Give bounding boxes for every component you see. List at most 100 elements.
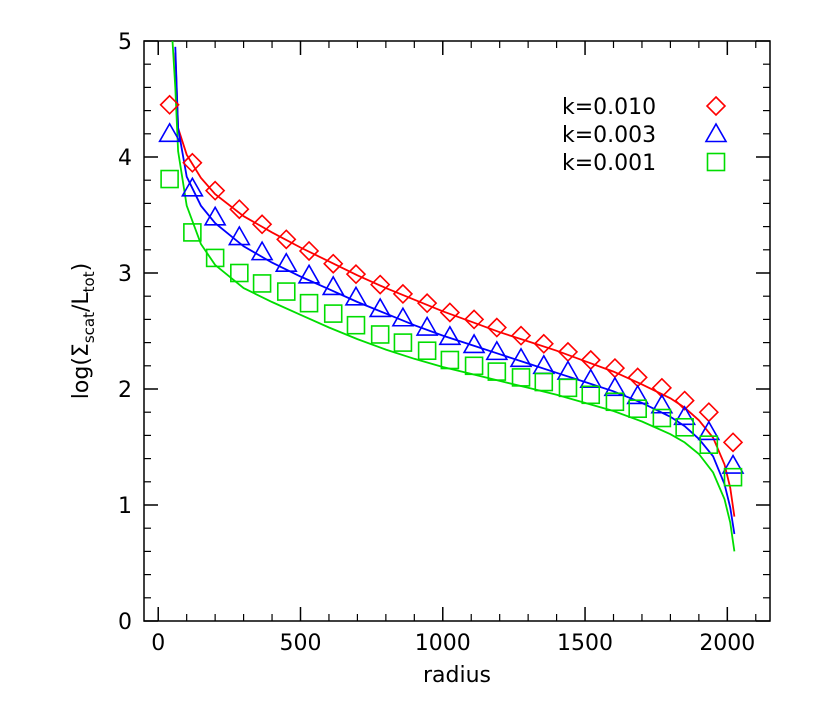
diamond-marker [722, 432, 744, 453]
y-axis-title-num-sub: scat [80, 312, 98, 343]
series-curve [174, 46, 736, 535]
triangle-marker [485, 340, 509, 361]
series-curve [171, 40, 736, 552]
square-marker [370, 325, 390, 344]
y-axis-title-suffix: ) [69, 263, 94, 272]
square-marker [464, 356, 484, 376]
triangle-marker [368, 297, 392, 318]
legend-label-k0010: k=0.010 [562, 95, 656, 120]
y-axis-title-den-sub: tot [80, 271, 98, 292]
triangle-marker [579, 368, 603, 389]
x-tick-label: 1500 [557, 631, 613, 656]
triangle-marker [250, 240, 274, 261]
triangle-marker [721, 453, 745, 474]
diamond-marker [159, 94, 180, 115]
plot-frame [143, 40, 771, 622]
square-marker [706, 152, 726, 172]
diamond-marker [439, 302, 461, 323]
diamond-marker [674, 390, 695, 411]
series-curves [171, 40, 736, 552]
triangle-marker [158, 122, 181, 143]
diamond-marker [698, 402, 719, 423]
x-tick-label: 1000 [415, 631, 471, 656]
square-marker [628, 399, 647, 419]
triangle-marker [603, 376, 627, 397]
triangle-marker [391, 306, 415, 327]
square-marker [160, 169, 179, 189]
triangle-marker [415, 315, 439, 336]
square-marker [723, 467, 743, 487]
square-marker [581, 385, 601, 405]
legend-markers [704, 95, 728, 172]
diamond-marker [323, 253, 344, 274]
square-marker [558, 378, 578, 398]
diamond-marker [705, 95, 727, 117]
square-marker [183, 223, 202, 242]
square-marker [205, 248, 225, 268]
legend: k=0.010 k=0.003 k=0.001 [562, 95, 728, 176]
diamond-marker [533, 333, 554, 354]
diamond-marker [627, 367, 648, 388]
y-axis-title-den: L [69, 292, 94, 305]
triangle-marker [274, 252, 298, 273]
square-marker [605, 392, 625, 412]
square-marker [675, 417, 694, 437]
diamond-marker [486, 317, 507, 338]
y-axis-title-prefix: log( [69, 357, 94, 399]
diamond-marker [370, 274, 391, 295]
diamond-marker [251, 214, 273, 235]
x-axis-title: radius [423, 663, 491, 688]
diamond-marker [298, 240, 320, 262]
axis-ticks [144, 40, 770, 622]
legend-label-k0003: k=0.003 [562, 123, 656, 148]
diamond-marker [276, 229, 297, 250]
square-marker [252, 274, 272, 293]
triangle-marker [704, 122, 728, 143]
square-marker [323, 304, 343, 323]
series-curve [174, 52, 736, 517]
square-marker [393, 333, 413, 352]
square-marker [417, 341, 437, 361]
square-marker [230, 263, 249, 283]
legend-label-k0001: k=0.001 [562, 151, 656, 176]
square-marker [487, 362, 507, 381]
triangle-marker [650, 393, 674, 414]
triangle-marker [227, 225, 251, 246]
diamond-marker [392, 283, 414, 305]
axis-tick-labels: 0 500 1000 1500 2000 0 1 2 3 4 5 [118, 30, 755, 656]
y-tick-label: 2 [118, 378, 132, 403]
diamond-marker [345, 264, 367, 285]
square-marker [511, 368, 531, 387]
square-marker [699, 435, 719, 454]
triangle-marker [509, 347, 533, 368]
y-tick-label: 5 [118, 30, 132, 55]
diamond-marker [463, 309, 485, 330]
diamond-marker [416, 293, 438, 314]
diamond-marker [229, 199, 250, 220]
triangle-marker [673, 405, 697, 426]
x-tick-label: 0 [151, 631, 165, 656]
square-marker [276, 282, 296, 301]
triangle-marker [203, 205, 227, 226]
y-tick-label: 3 [118, 262, 132, 287]
y-tick-label: 1 [118, 494, 132, 519]
series-markers [158, 94, 745, 487]
triangle-marker [297, 263, 321, 284]
square-marker [534, 372, 554, 392]
y-tick-label: 4 [118, 146, 132, 171]
y-axis-title-sigma: Σ [69, 343, 94, 357]
triangle-marker [180, 176, 204, 197]
diamond-marker [510, 325, 532, 346]
y-axis-title: log(Σscat/Ltot) [69, 263, 98, 399]
x-tick-label: 2000 [699, 631, 755, 656]
triangle-marker [462, 333, 486, 354]
triangle-marker [626, 384, 650, 405]
y-tick-label: 0 [118, 610, 132, 635]
y-axis-title-slash: / [69, 304, 94, 312]
triangle-marker [697, 420, 721, 441]
x-tick-label: 500 [280, 631, 322, 656]
square-marker [299, 293, 319, 313]
triangle-marker [438, 325, 462, 346]
triangle-marker [344, 285, 368, 306]
